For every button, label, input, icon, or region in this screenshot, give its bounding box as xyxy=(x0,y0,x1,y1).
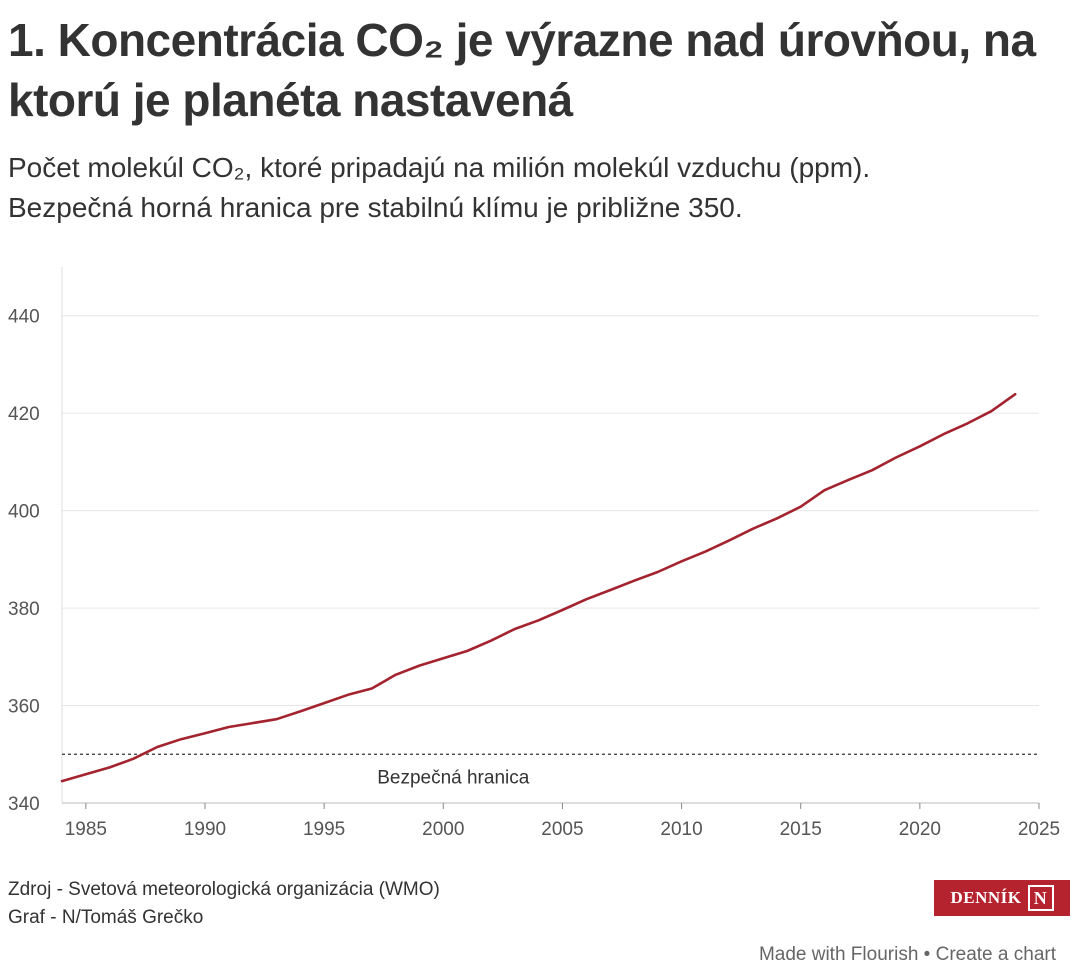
y-tick-label: 380 xyxy=(8,599,40,620)
x-tick-label: 2020 xyxy=(899,819,941,840)
y-tick-label: 340 xyxy=(8,794,40,815)
source-note: Zdroj - Svetová meteorologická organizác… xyxy=(8,879,440,900)
reference-line-group: Bezpečná hranica xyxy=(62,753,1039,788)
logo-text: DENNÍK xyxy=(950,888,1022,907)
footer-credits: Zdroj - Svetová meteorologická organizác… xyxy=(8,876,440,932)
x-tick-label: 2015 xyxy=(780,819,822,840)
x-tick-label: 1995 xyxy=(303,819,345,840)
series-group xyxy=(60,392,1017,783)
x-tick-label: 2010 xyxy=(660,819,702,840)
x-tick-label: 2025 xyxy=(1018,819,1060,840)
subtitle-line-2: Bezpečná horná hranica pre stabilnú klím… xyxy=(8,192,743,223)
dennik-n-logo[interactable]: DENNÍK N xyxy=(934,880,1070,916)
chart-subtitle: Počet molekúl CO₂, ktoré pripadajú na mi… xyxy=(8,148,1078,228)
subtitle-line-1: Počet molekúl CO₂, ktoré pripadajú na mi… xyxy=(8,152,871,183)
axes: 340 360 380 400 420 440 1985 1990 1995 2000 2005 20… xyxy=(8,267,1060,840)
grid-lines xyxy=(62,315,1039,707)
author-note: Graf - N/Tomáš Grečko xyxy=(8,907,204,928)
chart-title: 1. Koncentrácia CO₂ je výrazne nad úrovň… xyxy=(8,14,1036,126)
co2-series-line xyxy=(60,392,1017,783)
reference-line-label: Bezpečná hranica xyxy=(377,767,530,788)
y-tick-label: 360 xyxy=(8,697,40,718)
x-tick-label: 2005 xyxy=(541,819,583,840)
y-tick-label: 420 xyxy=(8,404,40,425)
y-tick-label: 400 xyxy=(8,502,40,523)
logo-n-icon: N xyxy=(1027,885,1054,911)
flourish-link[interactable]: Made with Flourish • Create a chart xyxy=(758,944,1056,965)
x-tick-label: 1990 xyxy=(184,819,226,840)
x-tick-label: 1985 xyxy=(65,819,107,840)
co2-line-chart: 340 360 380 400 420 440 1985 1990 1995 2000 2005 20… xyxy=(8,267,1060,840)
y-tick-label: 440 xyxy=(8,307,40,328)
x-tick-label: 2000 xyxy=(422,819,464,840)
